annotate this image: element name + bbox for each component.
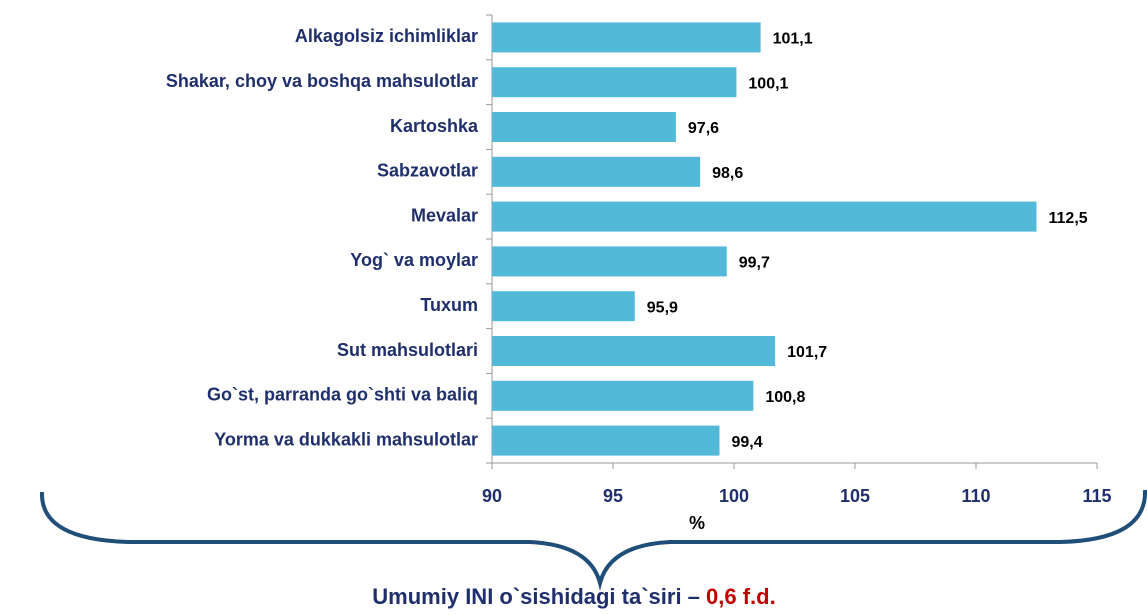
bar	[492, 246, 727, 277]
bar	[492, 22, 761, 53]
bar	[492, 336, 776, 366]
value-label: 101,7	[787, 344, 827, 361]
category-label: Tuxum	[420, 295, 478, 315]
annotation-highlight: 0,6 f.d.	[706, 584, 776, 609]
x-tick-label: 90	[482, 486, 502, 506]
x-axis-label: %	[689, 513, 705, 533]
category-label: Sabzavotlar	[377, 161, 478, 181]
bar	[492, 112, 676, 142]
x-tick-label: 115	[1082, 486, 1111, 506]
category-label: Kartoshka	[390, 116, 479, 136]
category-label: Sut mahsulotlari	[337, 340, 478, 360]
x-tick-label: 100	[719, 486, 749, 506]
value-label: 97,6	[688, 120, 719, 137]
category-label: Yorma va dukkakli mahsulotlar	[214, 429, 478, 449]
bar	[492, 67, 737, 98]
value-label: 101,1	[773, 31, 813, 48]
value-label: 99,4	[731, 434, 762, 451]
category-label: Alkagolsiz ichimliklar	[295, 26, 478, 46]
bar	[492, 291, 635, 322]
annotation-text: Umumiy INI o`sishidagi ta`siri –	[372, 584, 706, 609]
category-label: Yog` va moylar	[350, 250, 478, 270]
category-label: Go`st, parranda go`shti va baliq	[207, 385, 478, 405]
value-label: 99,7	[739, 255, 770, 272]
bar	[492, 201, 1037, 232]
annotation: Umumiy INI o`sishidagi ta`siri – 0,6 f.d…	[372, 584, 775, 609]
value-label: 112,5	[1049, 210, 1088, 227]
bar	[492, 425, 720, 456]
x-tick-label: 105	[840, 486, 870, 506]
value-label: 100,8	[765, 389, 805, 406]
category-label: Shakar, choy va boshqa mahsulotlar	[166, 71, 478, 91]
category-label: Mevalar	[411, 205, 478, 225]
value-label: 95,9	[647, 299, 678, 316]
value-label: 100,1	[748, 75, 788, 92]
x-tick-label: 110	[961, 486, 990, 506]
bar	[492, 380, 754, 411]
bar	[492, 156, 701, 187]
brace	[39, 489, 1147, 591]
value-label: 98,6	[712, 165, 743, 182]
x-tick-label: 95	[603, 486, 623, 506]
